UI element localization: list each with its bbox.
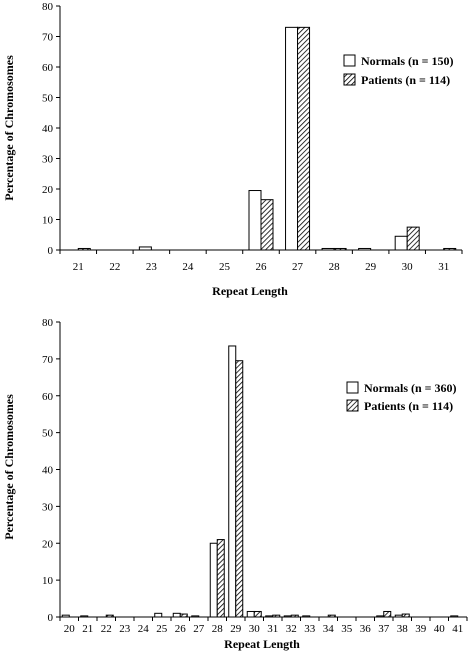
y-tick-labels: 0 10 20 30 40 50 60 70 80 (42, 317, 60, 624)
x-tick-label: 41 (452, 623, 463, 635)
x-tick-label: 28 (212, 623, 224, 635)
y-tick-label: 10 (42, 575, 54, 587)
x-tick-label: 36 (360, 623, 372, 635)
bar-patients-30 (406, 226, 420, 251)
x-tick-label: 37 (378, 623, 390, 635)
y-tick-label: 10 (42, 215, 54, 227)
x-tick-label: 23 (119, 623, 131, 635)
x-tick-label: 31 (267, 623, 278, 635)
x-tick-label: 30 (249, 623, 261, 635)
legend-label-patients: Patients (n = 114) (364, 399, 453, 413)
y-tick-label: 80 (42, 317, 54, 329)
bar-normals-28 (209, 542, 218, 618)
x-tick-label: 25 (156, 623, 168, 635)
y-tick-label: 50 (42, 428, 54, 440)
y-tick-label: 30 (42, 501, 54, 513)
x-tick-label: 31 (438, 261, 449, 273)
x-tick-labels: 21 22 23 24 25 26 27 28 29 30 31 (59, 250, 463, 273)
bar-patients-26 (260, 199, 274, 251)
x-tick-label: 35 (341, 623, 353, 635)
x-tick-label: 26 (256, 261, 268, 273)
x-tick-label: 27 (193, 623, 205, 635)
bar-normals-26 (172, 612, 181, 618)
bar-normals-30 (246, 610, 255, 618)
chart-panel-bottom: Percentage of Chromosomes Repeat Length … (2, 317, 468, 651)
x-tick-label: 21 (73, 261, 84, 273)
bar-patients-27 (297, 26, 311, 251)
x-axis-title: Repeat Length (212, 284, 288, 298)
legend-swatch-patients (346, 399, 359, 412)
bar-patients-29 (235, 360, 244, 618)
legend: Normals (n = 360) Patients (n = 114) (346, 381, 457, 413)
x-tick-label: 27 (292, 261, 304, 273)
x-tick-label: 40 (434, 623, 446, 635)
legend-swatch-patients (343, 73, 356, 86)
y-tick-label: 60 (42, 391, 54, 403)
x-tick-label: 29 (365, 261, 377, 273)
x-tick-label: 39 (415, 623, 427, 635)
x-tick-label: 21 (82, 623, 93, 635)
y-tick-label: 0 (48, 612, 54, 624)
x-tick-label: 24 (182, 261, 194, 273)
y-tick-label: 0 (48, 245, 54, 257)
x-tick-label: 29 (230, 623, 242, 635)
y-tick-label: 60 (42, 62, 54, 74)
legend-swatch-normals (343, 54, 356, 67)
x-tick-label: 23 (146, 261, 158, 273)
y-tick-label: 30 (42, 154, 54, 166)
legend: Normals (n = 150) Patients (n = 114) (343, 54, 454, 87)
legend-label-patients: Patients (n = 114) (361, 73, 450, 87)
x-tick-label: 30 (402, 261, 414, 273)
y-tick-label: 20 (42, 538, 54, 550)
y-tick-label: 20 (42, 184, 54, 196)
y-tick-label: 70 (42, 32, 54, 44)
bar-normals-25 (154, 612, 163, 618)
bar-patients-37 (383, 610, 392, 618)
x-tick-label: 32 (286, 623, 297, 635)
y-tick-label: 40 (42, 465, 54, 477)
x-tick-label: 22 (101, 623, 112, 635)
y-axis-title: Percentage of Chromosomes (2, 394, 16, 540)
x-tick-label: 34 (323, 623, 335, 635)
legend-label-normals: Normals (n = 360) (364, 381, 457, 395)
y-tick-label: 80 (42, 1, 54, 13)
legend-swatch-normals (346, 381, 359, 394)
bar-normals-26 (248, 190, 262, 251)
x-tick-label: 38 (397, 623, 409, 635)
x-tick-label: 26 (175, 623, 187, 635)
axes (59, 6, 462, 251)
y-tick-labels: 0 10 20 30 40 50 60 70 80 (42, 1, 60, 257)
y-tick-label: 50 (42, 93, 54, 105)
x-tick-label: 25 (219, 261, 231, 273)
x-axis-title: Repeat Length (224, 637, 300, 651)
x-tick-label: 33 (304, 623, 316, 635)
axes (59, 322, 467, 618)
bar-normals-27 (285, 26, 299, 251)
chart-panel-top: Percentage of Chromosomes Repeat Length … (2, 1, 463, 298)
x-tick-label: 22 (109, 261, 120, 273)
x-tick-labels: 20 21 22 23 24 25 26 27 28 29 30 31 32 33 34 35 36 37 38 39… (59, 617, 468, 635)
bar-normals-30 (394, 235, 408, 251)
y-tick-label: 70 (42, 354, 54, 366)
legend-label-normals: Normals (n = 150) (361, 54, 454, 68)
y-tick-label: 40 (42, 123, 54, 135)
x-tick-label: 28 (329, 261, 341, 273)
x-tick-label: 20 (64, 623, 76, 635)
bar-patients-30 (253, 610, 262, 618)
bars (77, 26, 457, 251)
y-axis-title: Percentage of Chromosomes (2, 55, 16, 201)
x-tick-label: 24 (138, 623, 150, 635)
bar-patients-28 (216, 539, 225, 618)
bar-normals-29 (228, 345, 237, 618)
